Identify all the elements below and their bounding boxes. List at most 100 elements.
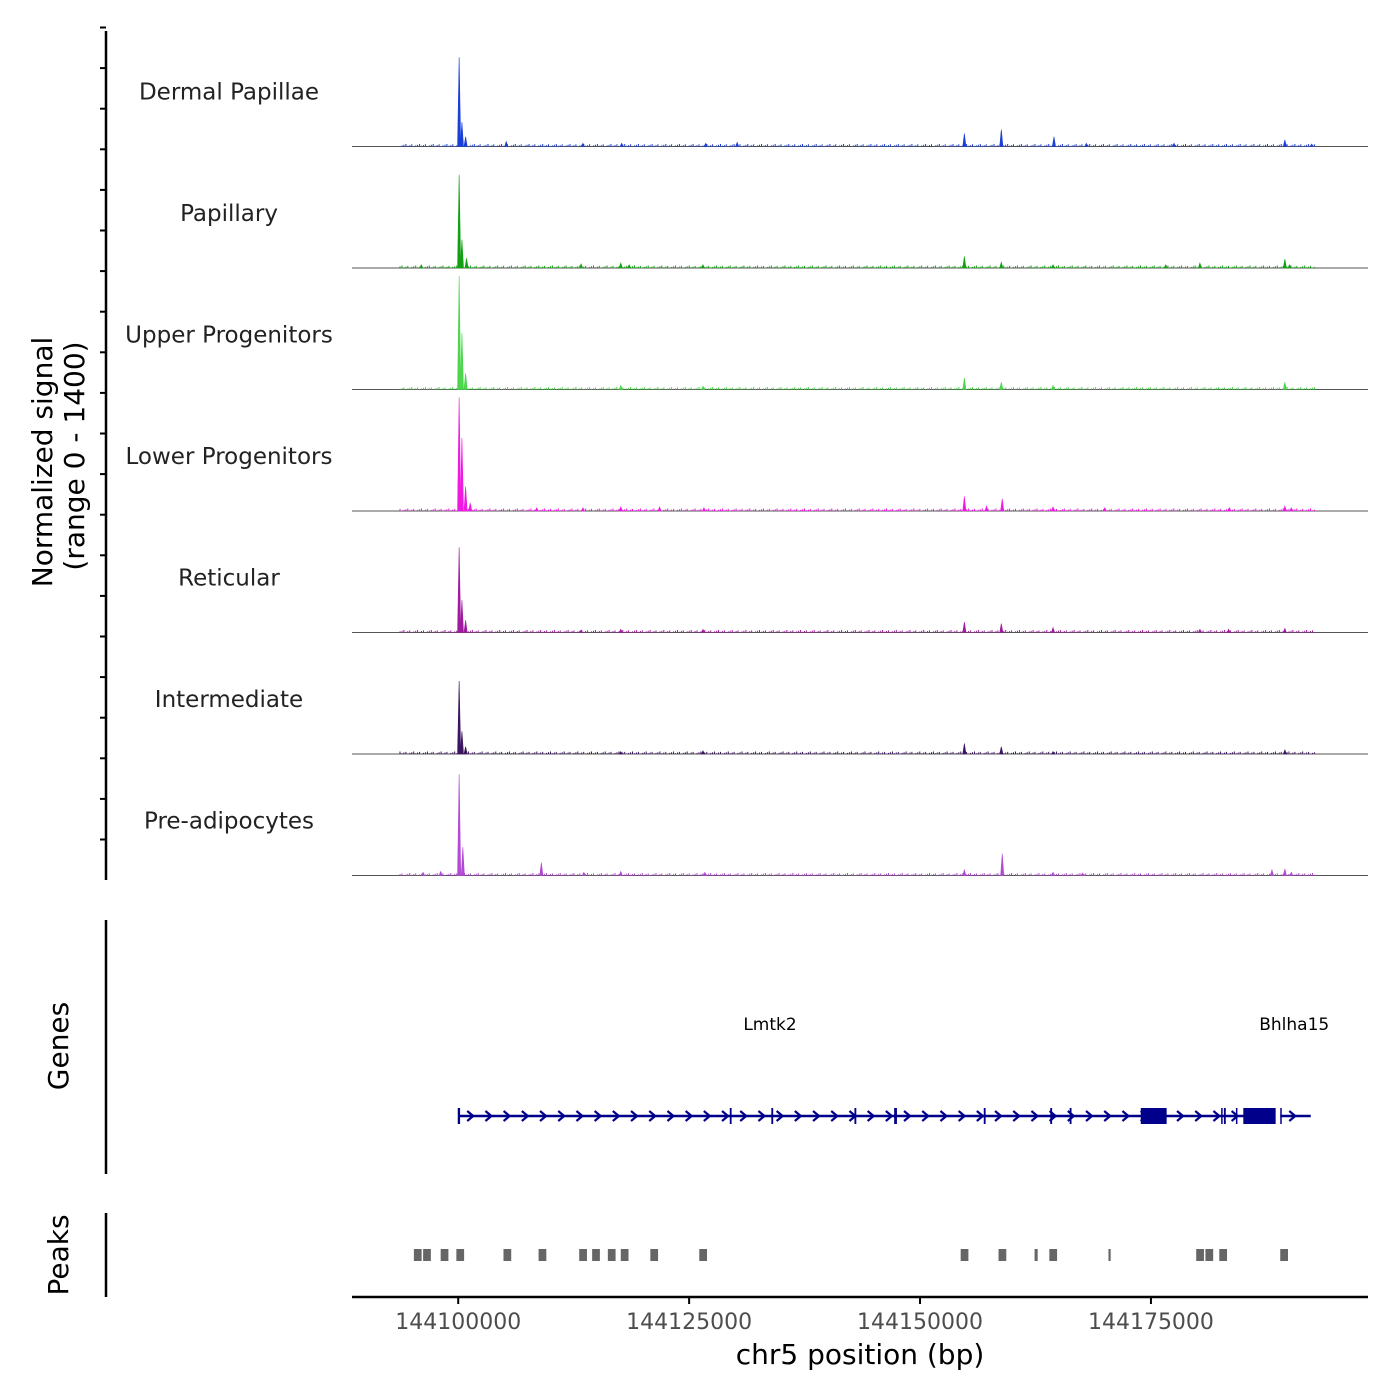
signal-peak [460,437,464,512]
genes-panel: Lmtk2 Bhlha15 [104,920,1329,1174]
gene-exon [1221,1108,1223,1124]
peaks-track-title: Peaks [42,1214,75,1295]
genes-track-title: Genes [42,1002,75,1090]
signal-peak [579,263,584,269]
peak-region [1196,1249,1204,1261]
strand-arrow [1288,1110,1297,1122]
peak-region [503,1249,512,1261]
signal-peak [962,133,967,147]
signal-peak [463,746,468,755]
signal-peak [1163,264,1168,269]
strand-arrow [703,1110,712,1122]
strand-arrow [921,1110,930,1122]
signal-peak [457,174,462,269]
signal-peak [618,262,623,269]
gene-exon [1243,1108,1276,1124]
strand-arrow [502,1110,512,1122]
peak-region [960,1249,969,1261]
signal-peak [1171,142,1177,147]
signal-peak [580,507,585,512]
signal-peak [962,743,967,755]
signal-peak [1289,507,1294,512]
strand-arrow [1085,1110,1094,1122]
signal-peak [1282,139,1287,147]
signal-peak [504,140,509,147]
signal-peak [962,256,967,269]
signal-peak [1080,872,1085,876]
signal-peak [1050,751,1056,755]
signal-peak [1050,264,1056,269]
peaks-panel [104,1213,1288,1297]
track-label: Pre-adipocytes [144,809,314,835]
x-tick-label: 144150000 [857,1310,983,1335]
track-label: Lower Progenitors [126,444,333,470]
peak-region [607,1249,616,1261]
signal-peak [962,868,967,876]
track-label: Reticular [178,566,280,592]
signal-peak [618,506,623,512]
signal-peak [701,507,706,512]
x-tick-label: 144100000 [395,1310,521,1335]
peak-region [456,1249,465,1261]
signal-peak [459,600,464,633]
strand-arrow [612,1110,621,1122]
peak-region [538,1249,547,1261]
gene-exon [1223,1108,1226,1124]
signal-peak [463,620,468,633]
strand-arrow [1103,1110,1112,1122]
signal-peak [1282,627,1287,633]
signal-peak [1000,498,1005,512]
signal-peak [1289,871,1294,876]
signal-peak [438,870,443,876]
strand-arrow [794,1110,803,1122]
signal-peak [1051,626,1056,633]
strand-arrow [830,1110,839,1122]
strand-arrow [957,1110,967,1122]
signal-peak [457,680,462,755]
signal-peak [457,547,462,633]
strand-arrow [521,1110,530,1122]
signal-peak [1226,628,1231,633]
gene-exon [1280,1108,1282,1124]
signal-peak [619,142,624,147]
gene-exon [1140,1108,1167,1124]
gene-exon [983,1108,986,1124]
strand-arrow [885,1110,894,1122]
strand-arrow [1176,1110,1185,1122]
strand-arrow [575,1110,585,1122]
signal-peak [457,275,462,390]
signal-peak [618,384,623,390]
signal-peak [627,264,632,269]
signal-peak [618,628,623,633]
signal-peak [464,258,469,269]
signal-peak [1282,749,1287,755]
signal-peak [459,122,464,147]
gene-bhlha15: Bhlha15 [1259,1015,1329,1124]
signal-peak [539,862,544,876]
gene-exon [894,1108,897,1124]
signal-peak [460,847,465,876]
strand-arrow [1212,1110,1222,1122]
strand-arrow [739,1110,748,1122]
signal-peak [618,870,623,876]
signal-peak [1084,142,1089,147]
signal-peak [1000,853,1005,876]
coverage-tracks: Dermal Papillae Papillary Upper Progenitor… [125,57,1368,876]
strand-arrow [757,1110,767,1122]
signal-peak [700,264,706,269]
peak-region [699,1249,708,1261]
strand-arrow [866,1110,876,1122]
signal-peak [962,496,967,512]
signal-peak [1309,143,1314,147]
peak-region [579,1249,587,1261]
gene-exon [1235,1108,1238,1124]
signal-peak [1282,259,1287,269]
signal-peak [1051,384,1056,390]
peak-region [620,1249,629,1261]
strand-arrow [466,1110,475,1122]
signal-peak [1282,382,1287,390]
signal-peak [1050,871,1056,876]
strand-arrow [484,1110,494,1122]
gene-exon [457,1108,461,1124]
